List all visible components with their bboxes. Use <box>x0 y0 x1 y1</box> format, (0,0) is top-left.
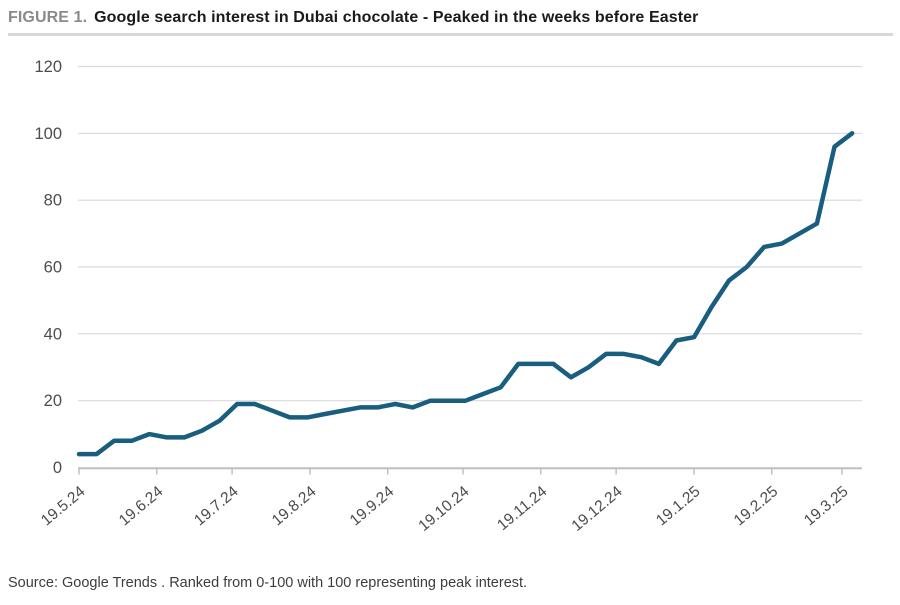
title-divider <box>8 33 893 36</box>
y-tick-label: 40 <box>44 325 62 343</box>
y-tick-label: 100 <box>34 125 62 143</box>
figure-header: FIGURE 1. Google search interest in Dubai… <box>8 9 892 27</box>
y-tick-label: 20 <box>44 392 62 410</box>
y-tick-label: 60 <box>44 259 62 277</box>
x-tick-label: 19.8.24 <box>269 483 320 530</box>
x-tick-label: 19.1.25 <box>653 483 704 529</box>
x-tick-label: 19.5.24 <box>38 483 89 530</box>
x-tick-label: 19.2.25 <box>731 483 782 529</box>
x-tick-label: 19.12.24 <box>569 483 626 535</box>
x-tick-label: 19.6.24 <box>116 483 167 530</box>
y-tick-label: 0 <box>53 459 62 477</box>
x-tick-label: 19.7.24 <box>191 483 242 530</box>
trend-line <box>76 131 855 457</box>
source-text: Source: Google Trends . Ranked from 0-10… <box>8 575 528 591</box>
x-tick-label: 19.9.24 <box>347 483 398 530</box>
page-title: Google search interest in Dubai chocolat… <box>94 9 699 26</box>
y-tick-label: 120 <box>34 58 62 76</box>
y-tick-label: 80 <box>44 192 62 210</box>
x-tick-label: 19.3.25 <box>801 483 852 529</box>
x-tick-label: 19.11.24 <box>494 483 551 534</box>
figure-label: FIGURE 1. <box>8 9 88 26</box>
x-tick-label: 19.10.24 <box>415 483 472 535</box>
